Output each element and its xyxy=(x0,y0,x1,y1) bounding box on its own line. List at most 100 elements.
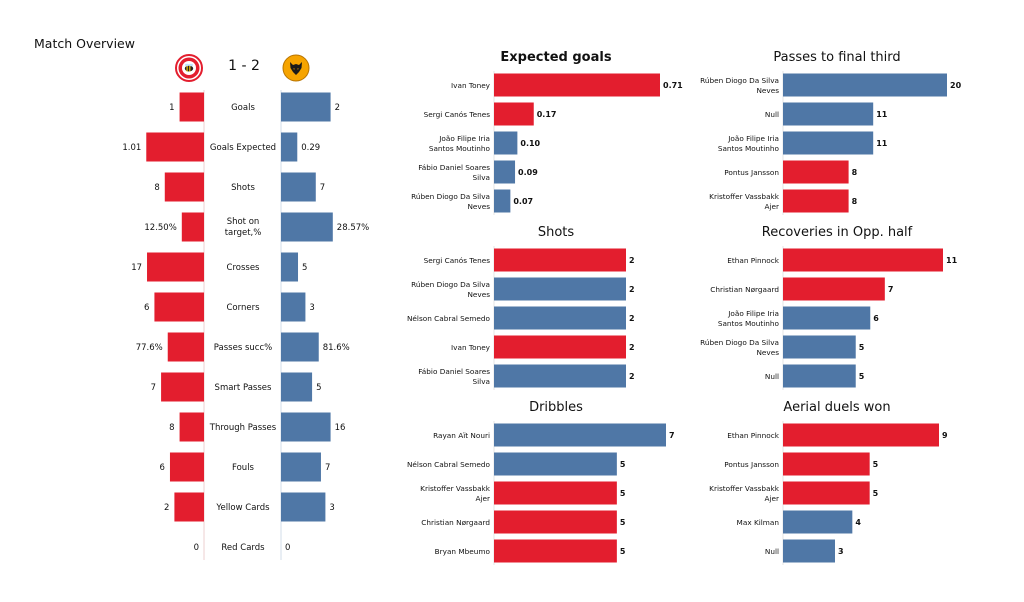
overview-category-label: Red Cards xyxy=(221,543,265,553)
player-bar xyxy=(783,452,870,476)
overview-bar-away xyxy=(281,292,306,322)
overview-home-value: 2 xyxy=(164,503,169,513)
player-bar xyxy=(783,510,853,534)
player-bar xyxy=(783,160,849,184)
player-name-label: Pontus Jansson xyxy=(724,168,779,177)
player-name-label: Ivan Toney xyxy=(451,343,491,352)
player-bar xyxy=(783,131,874,155)
bar-value-label: 6 xyxy=(873,314,879,323)
player-name-label: Ajer xyxy=(475,494,490,503)
overview-bar-away xyxy=(281,452,321,482)
bar-value-label: 5 xyxy=(859,343,865,352)
player-name-label: Fábio Daniel Soares xyxy=(418,163,490,172)
overview-bar-away xyxy=(281,372,313,402)
overview-away-value: 81.6% xyxy=(323,343,350,353)
player-name-label: Nélson Cabral Semedo xyxy=(407,314,491,323)
player-bar xyxy=(494,539,617,563)
bar-value-label: 0.17 xyxy=(537,110,557,119)
player-name-label: Santos Moutinho xyxy=(718,144,780,153)
player-name-label: Rayan Aït Nouri xyxy=(433,431,490,440)
player-bar xyxy=(783,306,871,330)
player-bar xyxy=(783,423,939,447)
overview-bar-home xyxy=(161,372,204,402)
player-name-label: João Filipe Iria xyxy=(727,309,779,318)
player-name-label: Neves xyxy=(467,290,490,299)
overview-away-value: 3 xyxy=(309,303,314,313)
overview-home-value: 12.50% xyxy=(144,223,176,233)
player-name-label: Bryan Mbeumo xyxy=(435,547,491,556)
player-bar xyxy=(494,248,626,272)
bar-value-label: 5 xyxy=(873,489,879,498)
overview-bar-away xyxy=(281,92,331,122)
player-bar xyxy=(494,131,518,155)
overview-bar-home xyxy=(169,452,204,482)
player-name-label: Silva xyxy=(473,173,490,182)
player-bar xyxy=(494,102,534,126)
bar-value-label: 5 xyxy=(873,460,879,469)
panel-title: Dribbles xyxy=(529,400,583,415)
overview-bar-away xyxy=(281,212,333,242)
overview-bar-home xyxy=(154,292,204,322)
overview-bar-away xyxy=(281,172,316,202)
player-name-label: Null xyxy=(765,547,779,556)
player-name-label: Sergi Canós Tenes xyxy=(424,256,491,265)
overview-category-label: Smart Passes xyxy=(215,383,272,393)
bar-value-label: 2 xyxy=(629,314,635,323)
player-bar xyxy=(783,73,947,97)
bar-value-label: 8 xyxy=(852,168,858,177)
overview-home-value: 6 xyxy=(160,463,165,473)
overview-away-value: 7 xyxy=(325,463,330,473)
player-bar xyxy=(494,364,626,388)
bar-value-label: 4 xyxy=(855,518,861,527)
player-name-label: Null xyxy=(765,110,779,119)
player-name-label: Neves xyxy=(756,348,779,357)
player-name-label: Null xyxy=(765,372,779,381)
overview-bar-away xyxy=(281,412,331,442)
bar-value-label: 2 xyxy=(629,343,635,352)
player-bar xyxy=(494,452,617,476)
player-bar xyxy=(494,510,617,534)
overview-bar-home xyxy=(179,412,204,442)
player-name-label: Santos Moutinho xyxy=(429,144,491,153)
player-name-label: Christian Nørgaard xyxy=(710,285,779,294)
overview-bar-home xyxy=(174,492,204,522)
panel-title: Passes to final third xyxy=(773,50,900,65)
player-name-label: Kristoffer Vassbakk xyxy=(709,484,780,493)
player-name-label: Ajer xyxy=(764,494,779,503)
overview-away-value: 5 xyxy=(302,263,307,273)
player-name-label: Kristoffer Vassbakk xyxy=(420,484,491,493)
overview-bar-home xyxy=(167,332,204,362)
player-bar xyxy=(783,539,835,563)
player-name-label: Neves xyxy=(467,202,490,211)
bees-crest-icon xyxy=(175,54,203,82)
player-name-label: Ethan Pinnock xyxy=(727,256,780,265)
bar-value-label: 0.07 xyxy=(513,197,533,206)
panel-title: Shots xyxy=(538,225,575,240)
match-score: 1 - 2 xyxy=(228,58,260,74)
overview-home-value: 7 xyxy=(151,383,156,393)
bar-value-label: 5 xyxy=(859,372,865,381)
player-name-label: Rúben Diogo Da Silva xyxy=(700,338,779,347)
overview-bar-home xyxy=(164,172,204,202)
player-name-label: Max Kilman xyxy=(737,518,779,527)
bar-value-label: 5 xyxy=(620,547,626,556)
player-name-label: Rúben Diogo Da Silva xyxy=(411,280,490,289)
overview-category-label: Yellow Cards xyxy=(215,503,270,513)
player-bar xyxy=(783,277,885,301)
player-name-label: Neves xyxy=(756,86,779,95)
overview-bar-away xyxy=(281,332,319,362)
bar-value-label: 11 xyxy=(946,256,958,265)
overview-category-label: Fouls xyxy=(232,463,255,473)
overview-home-value: 77.6% xyxy=(136,343,163,353)
overview-home-value: 1 xyxy=(169,103,174,113)
player-name-label: Rúben Diogo Da Silva xyxy=(700,76,779,85)
bar-value-label: 2 xyxy=(629,256,635,265)
page-title: Match Overview xyxy=(34,36,135,51)
overview-bar-home xyxy=(147,252,204,282)
player-name-label: Pontus Jansson xyxy=(724,460,779,469)
player-bar xyxy=(494,277,626,301)
player-name-label: João Filipe Iria xyxy=(727,134,779,143)
player-bar xyxy=(783,248,943,272)
